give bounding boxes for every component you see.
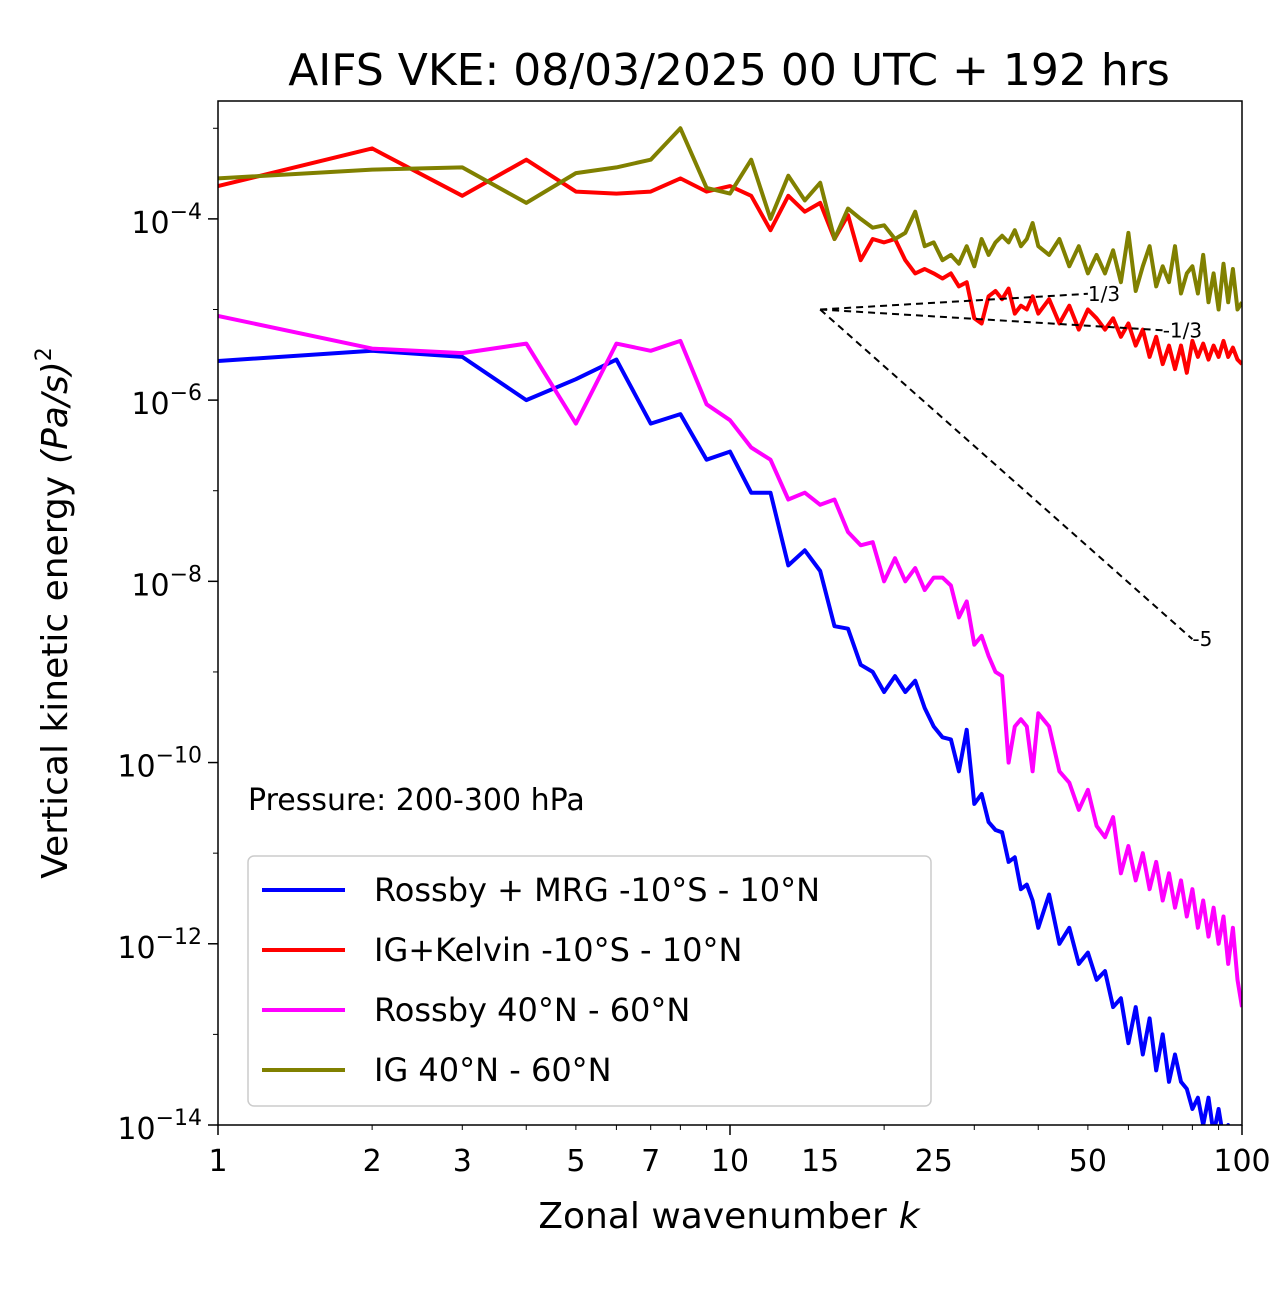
y-axis-label-power: 2: [32, 347, 57, 361]
x-tick-label: 25: [915, 1144, 953, 1179]
series-line-3: [218, 313, 1242, 1008]
slope-line-2: [820, 308, 1163, 332]
slope-line-1: [820, 292, 1088, 311]
slope-line-3: [819, 308, 1194, 640]
reference-slopes: 1/3 -1/3 -5: [819, 282, 1212, 651]
y-tick-base: 10: [117, 1112, 155, 1147]
y-tick-base: 10: [131, 387, 169, 422]
chart-title: AIFS VKE: 08/03/2025 00 UTC + 192 hrs: [288, 45, 1170, 96]
pressure-annotation: Pressure: 200-300 hPa: [248, 783, 585, 818]
y-tick-label: 10−4: [131, 200, 202, 241]
y-tick-label: 10−14: [117, 1106, 202, 1147]
x-tick-label: 100: [1213, 1144, 1270, 1179]
y-tick-exponent: −14: [156, 1106, 202, 1131]
x-axis-label-var: k: [899, 1196, 922, 1237]
slope-label-2: -1/3: [1163, 318, 1202, 342]
legend-box: [247, 855, 932, 1107]
series-line-1: [218, 348, 1242, 1125]
y-tick-exponent: −6: [170, 381, 202, 406]
y-axis-label: Vertical kinetic energy (Pa/s)2: [32, 347, 76, 879]
slope-label-3: -5: [1192, 627, 1212, 651]
slope-label-1: 1/3: [1088, 282, 1120, 306]
series-line-4: [218, 126, 1242, 312]
x-tick-label: 15: [801, 1144, 839, 1179]
x-axis-label-text: Zonal wavenumber: [538, 1196, 887, 1237]
x-tick-label: 7: [641, 1144, 660, 1179]
legend-label-4: IG 40°N - 60°N: [374, 1051, 612, 1089]
series-layer: [218, 126, 1242, 1125]
y-tick-label: 10−10: [117, 744, 202, 785]
y-tick-label: 10−6: [131, 381, 202, 422]
y-tick-exponent: −10: [156, 744, 202, 769]
y-tick-exponent: −8: [170, 562, 202, 587]
y-tick-label: 10−12: [117, 925, 202, 966]
y-axis-label-text: Vertical kinetic energy: [35, 476, 76, 879]
y-tick-base: 10: [117, 750, 155, 785]
legend-label-1: Rossby + MRG -10°S - 10°N: [374, 871, 820, 909]
x-tick-label: 1: [208, 1144, 227, 1179]
legend-label-3: Rossby 40°N - 60°N: [374, 991, 690, 1029]
legend-label-2: IG+Kelvin -10°S - 10°N: [374, 931, 742, 969]
y-tick-label: 10−8: [131, 562, 202, 603]
y-tick-exponent: −4: [170, 200, 202, 225]
y-tick-base: 10: [131, 568, 169, 603]
x-tick-label: 50: [1069, 1144, 1107, 1179]
x-tick-label: 5: [566, 1144, 585, 1179]
y-tick-base: 10: [131, 206, 169, 241]
series-line-2: [218, 146, 1242, 375]
x-tick-label: 2: [363, 1144, 382, 1179]
x-tick-label: 3: [453, 1144, 472, 1179]
x-tick-label: 10: [711, 1144, 749, 1179]
x-axis-label: Zonal wavenumber k: [538, 1196, 921, 1237]
axis-ticks: 1 2 3 5 7 10 15 25 50 10010−410−610−810−1010−1210…: [117, 127, 1271, 1179]
legend: Rossby + MRG -10°S - 10°N IG+Kelvin -10°S…: [247, 855, 932, 1107]
y-axis-label-units: (Pa/s): [35, 361, 76, 464]
y-tick-exponent: −12: [156, 925, 202, 950]
y-tick-base: 10: [117, 931, 155, 966]
